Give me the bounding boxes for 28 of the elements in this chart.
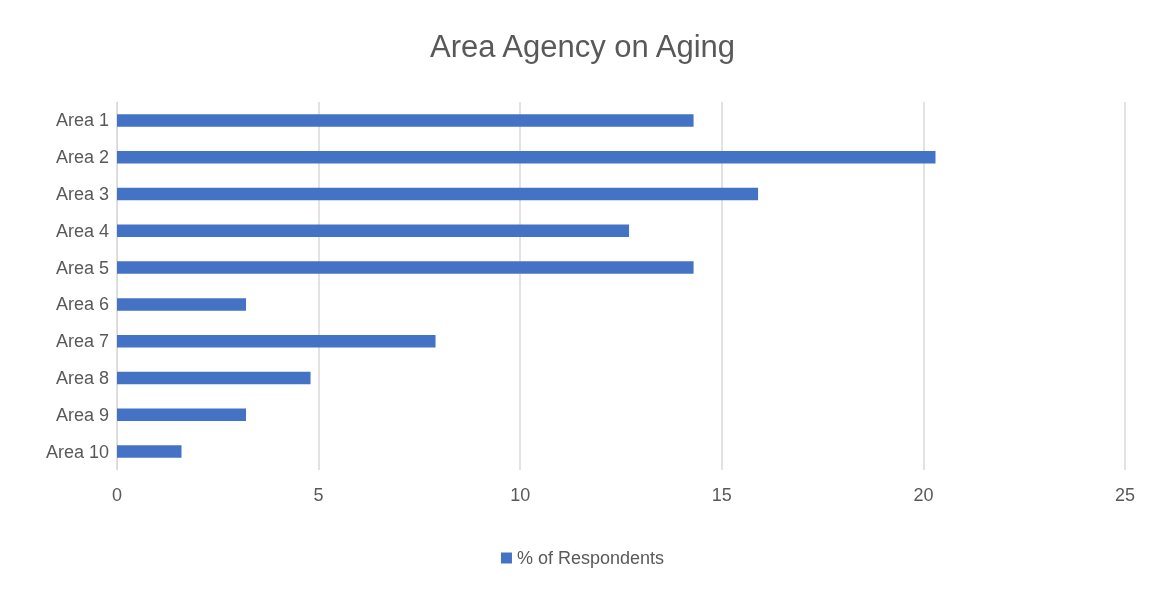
y-tick-label: Area 9 (55, 404, 109, 425)
x-tick-label: 20 (913, 485, 934, 505)
bar (117, 187, 759, 201)
bar (117, 150, 936, 164)
y-tick-label: Area 10 (45, 441, 109, 462)
bar (117, 261, 694, 274)
bar (117, 298, 247, 311)
y-tick-label: Area 7 (55, 331, 109, 352)
legend-label: % of Respondents (516, 548, 665, 568)
bar (117, 408, 247, 422)
bar (117, 371, 311, 385)
chart-title: Area Agency on Aging (429, 29, 736, 64)
bar (117, 114, 694, 127)
x-tick-label: 15 (711, 485, 732, 505)
bar (117, 224, 630, 238)
y-tick-label: Area 2 (55, 147, 109, 168)
x-tick-label: 5 (313, 485, 324, 505)
y-tick-label: Area 5 (55, 257, 109, 278)
y-tick-label: Area 1 (55, 110, 109, 131)
bar (117, 334, 436, 348)
y-tick-label: Area 4 (55, 220, 109, 241)
y-tick-label: Area 8 (55, 368, 109, 388)
y-tick-label: Area 3 (55, 184, 109, 204)
y-tick-label: Area 6 (55, 294, 109, 315)
x-tick-label: 10 (510, 485, 531, 505)
x-tick-label: 0 (111, 485, 123, 505)
x-tick-label: 25 (1114, 485, 1136, 505)
bar (117, 445, 182, 458)
